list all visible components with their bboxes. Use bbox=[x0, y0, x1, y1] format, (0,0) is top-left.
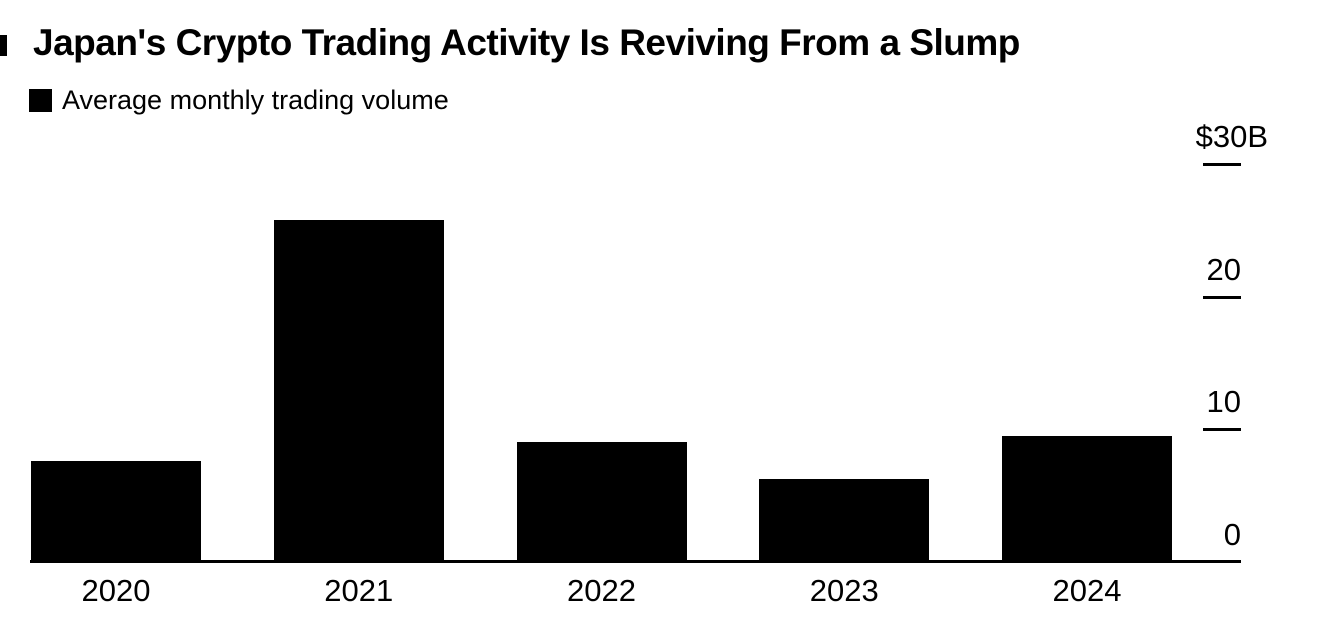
x-axis-label-2020: 2020 bbox=[81, 573, 151, 608]
bar-2023 bbox=[759, 478, 930, 563]
y-axis-label-0: 0 bbox=[1223, 517, 1241, 552]
x-axis-label-2023: 2023 bbox=[809, 573, 879, 608]
x-axis-label-2022: 2022 bbox=[567, 573, 636, 608]
y-tick-line-30 bbox=[1203, 162, 1241, 166]
chart-title: Japan's Crypto Trading Activity Is Reviv… bbox=[33, 22, 1020, 63]
y-axis-label-20: 20 bbox=[1206, 251, 1241, 287]
legend-label: Average monthly trading volume bbox=[62, 85, 449, 115]
y-tick-line-10 bbox=[1203, 428, 1241, 432]
x-axis-label-2021: 2021 bbox=[324, 573, 394, 608]
y-axis-label-30: $30B bbox=[1195, 118, 1268, 154]
legend-swatch-icon bbox=[29, 88, 52, 112]
y-axis-label-10: 10 bbox=[1206, 384, 1241, 420]
bar-2020 bbox=[31, 461, 201, 563]
y-tick-line-20 bbox=[1203, 295, 1241, 299]
x-axis-label-2024: 2024 bbox=[1052, 573, 1122, 608]
legend: Average monthly trading volume bbox=[29, 85, 449, 115]
bar-2022 bbox=[516, 441, 687, 563]
bar-2024 bbox=[1002, 436, 1172, 563]
clipped-edge-mark bbox=[0, 35, 7, 56]
bar-2021 bbox=[273, 219, 444, 563]
